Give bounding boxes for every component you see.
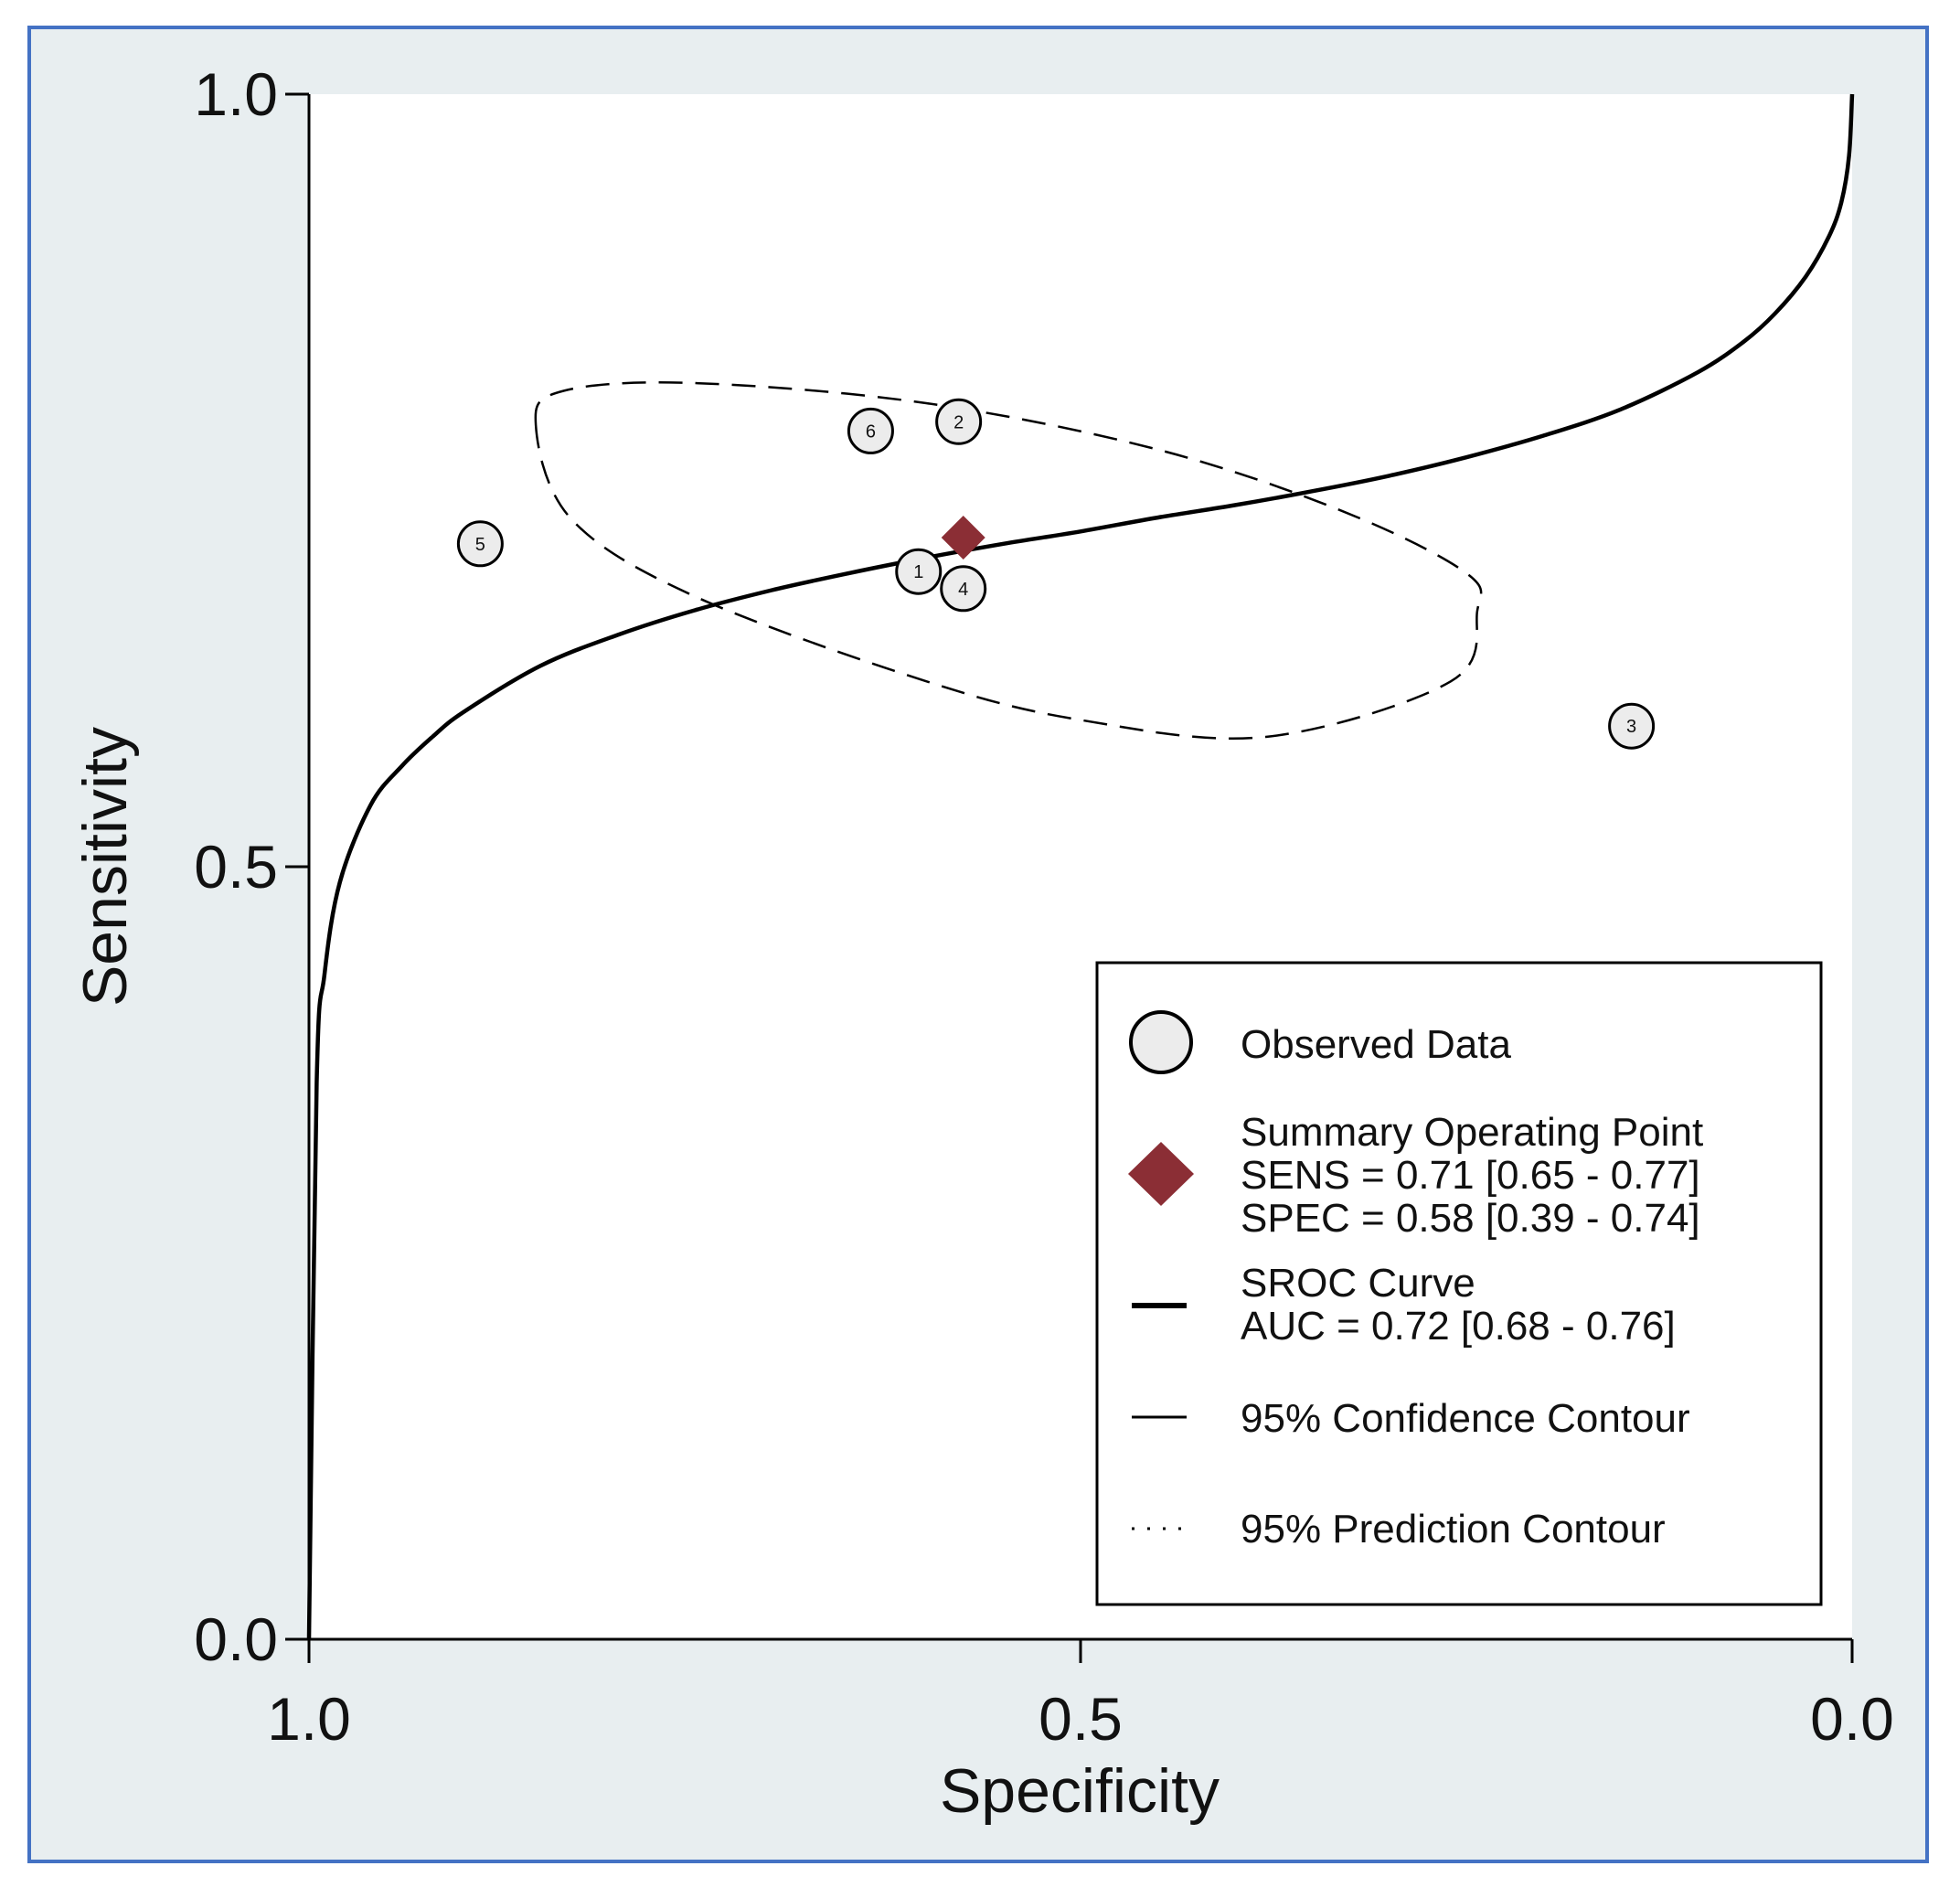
observed-point-label: 5 bbox=[475, 535, 485, 555]
y-axis-title: Sensitivity bbox=[70, 727, 140, 1007]
observed-point bbox=[935, 398, 983, 445]
summary-operating-point bbox=[941, 516, 985, 560]
observed-point-label: 2 bbox=[953, 412, 964, 432]
x-tick-label: 0.0 bbox=[1810, 1685, 1894, 1753]
observed-point-label: 4 bbox=[958, 580, 968, 600]
legend-summary-label: Summary Operating Point bbox=[1241, 1110, 1703, 1155]
legend-observed-label: Observed Data bbox=[1241, 1022, 1511, 1067]
y-tick-label: 0.0 bbox=[194, 1605, 278, 1673]
observed-point-label: 3 bbox=[1626, 717, 1636, 737]
legend-sroc-auc: AUC = 0.72 [0.68 - 0.76] bbox=[1241, 1304, 1676, 1349]
plot-series: 1 2 3 4 5 6 bbox=[306, 93, 1855, 1640]
y-tick-label: 1.0 bbox=[194, 60, 278, 128]
observed-point bbox=[895, 548, 943, 595]
observed-point-label: 1 bbox=[913, 562, 923, 582]
legend-sroc-label: SROC Curve bbox=[1241, 1261, 1475, 1306]
y-tick-label: 0.5 bbox=[194, 833, 278, 901]
legend-summary-marker bbox=[1128, 1142, 1194, 1206]
sroc-curve bbox=[306, 93, 1855, 1640]
legend-prediction-label: 95% Prediction Contour bbox=[1241, 1507, 1666, 1551]
x-tick-label: 1.0 bbox=[267, 1685, 351, 1753]
axis-ticks: 0.0 0.5 1.0 1.0 0.5 0.0 bbox=[194, 60, 1894, 1753]
legend-summary-sens: SENS = 0.71 [0.65 - 0.77] bbox=[1241, 1153, 1700, 1198]
legend: Observed Data Summary Operating Point SE… bbox=[1095, 961, 1823, 1606]
x-axis-title: Specificity bbox=[940, 1756, 1220, 1826]
observed-point-label: 6 bbox=[866, 421, 876, 442]
observed-point bbox=[940, 565, 987, 613]
x-tick-label: 0.5 bbox=[1039, 1685, 1123, 1753]
observed-point bbox=[847, 407, 894, 454]
observed-point bbox=[456, 520, 504, 568]
observed-point bbox=[1608, 702, 1656, 750]
confidence-contour bbox=[534, 381, 1483, 741]
legend-box bbox=[1095, 961, 1823, 1606]
legend-summary-spec: SPEC = 0.58 [0.39 - 0.74] bbox=[1241, 1196, 1700, 1241]
legend-confidence-label: 95% Confidence Contour bbox=[1241, 1396, 1690, 1441]
legend-observed-marker bbox=[1129, 1010, 1193, 1074]
